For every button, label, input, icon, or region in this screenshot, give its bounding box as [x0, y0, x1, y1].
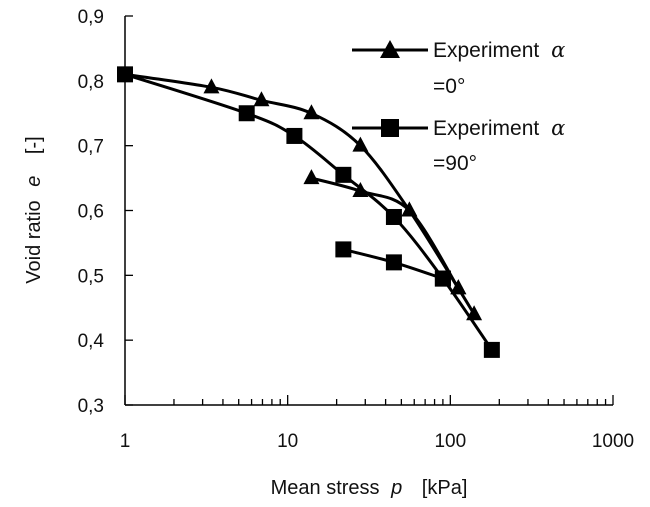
legend-triangle-marker — [380, 40, 400, 58]
y-axis-title: Void ratio e [-] — [23, 136, 45, 283]
legend-square-marker — [381, 119, 399, 137]
x-axis-title-symbol: p — [390, 477, 402, 499]
legend-label-0-symbol: α — [551, 38, 565, 62]
data-point-triangle — [352, 136, 369, 152]
data-point-triangle — [303, 104, 320, 120]
series-0-unloading-line — [311, 176, 460, 290]
y-axis-title-unit: [-] — [23, 136, 45, 154]
x-axis-title: Mean stress p [kPa] — [271, 477, 468, 499]
legend: Experiment α =0° Experiment α =90° — [352, 38, 565, 175]
x-tick-label: 100 — [434, 431, 466, 452]
data-point-square — [335, 241, 352, 258]
data-point-triangle — [401, 201, 418, 217]
legend-entry-1: Experiment α =90° — [352, 116, 565, 175]
x-tick-label: 10 — [277, 431, 298, 452]
y-tick-label: 0,9 — [78, 7, 104, 28]
x-tick-label: 1 — [120, 431, 131, 452]
y-tick-label: 0,7 — [78, 137, 104, 158]
data-point-triangle — [450, 279, 467, 295]
data-point-square — [238, 105, 255, 122]
x-tick-label: 1000 — [592, 431, 634, 452]
series-0 — [117, 65, 483, 321]
y-tick-label: 0,6 — [78, 202, 104, 223]
x-ticks — [124, 395, 614, 405]
series-1 — [117, 66, 500, 358]
data-point-triangle — [303, 169, 320, 185]
x-tick-labels: 1 10 100 1000 — [120, 431, 634, 452]
y-tick-labels: 0,3 0,4 0,5 0,6 0,7 0,8 0,9 — [78, 7, 105, 417]
legend-entry-0: Experiment α =0° — [352, 38, 565, 98]
axes: 1 10 100 1000 0,3 0,4 0,5 0,6 0,7 0,8 0,9 — [78, 7, 635, 452]
y-tick-label: 0,5 — [78, 266, 104, 287]
y-tick-label: 0,3 — [78, 396, 104, 417]
legend-label-1: Experiment α — [433, 116, 565, 140]
legend-label-0-line2: =0° — [433, 75, 465, 98]
series-layer — [117, 65, 500, 358]
y-tick-label: 0,8 — [78, 72, 104, 93]
data-point-square — [483, 341, 500, 358]
y-axis-title-prefix: Void ratio — [23, 200, 45, 283]
legend-label-1-line2: =90° — [433, 152, 477, 175]
series-0-loading-line — [124, 72, 476, 315]
data-point-square — [286, 127, 303, 144]
x-axis-title-unit: [kPa] — [422, 477, 468, 499]
legend-label-1-symbol: α — [551, 116, 565, 140]
data-point-square — [117, 66, 133, 83]
legend-label-1-text: Experiment — [433, 117, 539, 140]
data-point-square — [385, 254, 402, 271]
legend-label-0: Experiment α — [433, 38, 565, 62]
y-ticks — [125, 15, 133, 406]
data-point-square — [434, 270, 451, 287]
data-point-square — [335, 166, 352, 183]
x-axis-title-prefix: Mean stress — [271, 477, 380, 499]
y-tick-label: 0,4 — [78, 331, 105, 352]
data-point-square — [385, 208, 402, 225]
data-point-triangle — [253, 91, 270, 107]
y-axis-title-symbol: e — [23, 176, 45, 187]
legend-label-0-text: Experiment — [433, 39, 539, 62]
data-point-triangle — [203, 78, 220, 94]
